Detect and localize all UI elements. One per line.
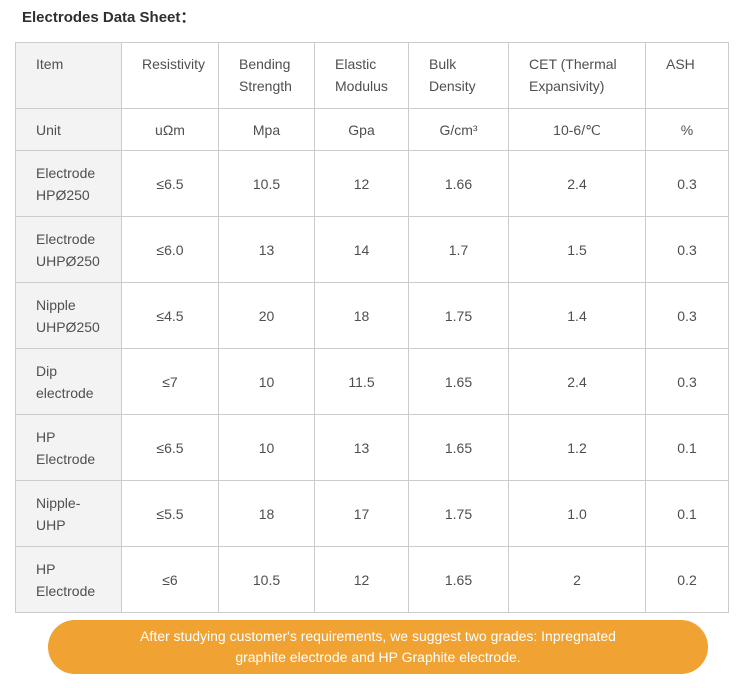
table-row-hp-electrode-2: HP Electrode ≤6 10.5 12 1.65 2 0.2 xyxy=(15,546,729,613)
table-cell: 1.66 xyxy=(408,150,509,217)
table-cell: 0.3 xyxy=(645,282,729,349)
table-cell: 13 xyxy=(314,414,409,481)
row-item-label: HP Electrode xyxy=(15,414,122,481)
table-cell: ≤6 xyxy=(121,546,219,613)
column-header-elastic-modulus: Elastic Modulus xyxy=(314,42,409,109)
electrodes-data-table: Item Resistivity Bending Strength Elasti… xyxy=(15,42,729,613)
table-cell: 10.5 xyxy=(218,150,315,217)
table-cell: ≤4.5 xyxy=(121,282,219,349)
page-title: Electrodes Data Sheet： xyxy=(22,9,196,26)
table-cell: 20 xyxy=(218,282,315,349)
table-cell: 10.5 xyxy=(218,546,315,613)
table-cell: 14 xyxy=(314,216,409,283)
table-cell: 12 xyxy=(314,150,409,217)
table-row-electrode-uhp250: Electrode UHPØ250 ≤6.0 13 14 1.7 1.5 0.3 xyxy=(15,216,729,283)
table-cell: 2 xyxy=(508,546,646,613)
table-cell: 18 xyxy=(314,282,409,349)
table-cell: % xyxy=(645,108,729,151)
column-header-bulk-density: Bulk Density xyxy=(408,42,509,109)
table-cell: 1.65 xyxy=(408,414,509,481)
table-cell: G/cm³ xyxy=(408,108,509,151)
unit-row-label: Unit xyxy=(15,108,122,151)
table-cell: 17 xyxy=(314,480,409,547)
suggestion-banner: After studying customer's requirements, … xyxy=(48,620,708,674)
table-cell: Gpa xyxy=(314,108,409,151)
row-item-label: Electrode HPØ250 xyxy=(15,150,122,217)
table-cell: ≤7 xyxy=(121,348,219,415)
column-header-ash: ASH xyxy=(645,42,729,109)
table-cell: 0.3 xyxy=(645,150,729,217)
column-header-item: Item xyxy=(15,42,122,109)
page: Electrodes Data Sheet： Item Resistivity … xyxy=(0,7,750,674)
table-cell: uΩm xyxy=(121,108,219,151)
table-cell: 0.3 xyxy=(645,216,729,283)
row-item-label: Nipple UHPØ250 xyxy=(15,282,122,349)
row-item-label: Nipple- UHP xyxy=(15,480,122,547)
table-cell: 0.1 xyxy=(645,480,729,547)
table-cell: 12 xyxy=(314,546,409,613)
column-header-resistivity: Resistivity xyxy=(121,42,219,109)
table-cell: 1.75 xyxy=(408,282,509,349)
table-cell: 1.7 xyxy=(408,216,509,283)
table-row-hp-electrode-1: HP Electrode ≤6.5 10 13 1.65 1.2 0.1 xyxy=(15,414,729,481)
table-row-electrode-hp250: Electrode HPØ250 ≤6.5 10.5 12 1.66 2.4 0… xyxy=(15,150,729,217)
row-item-label: Electrode UHPØ250 xyxy=(15,216,122,283)
table-cell: 18 xyxy=(218,480,315,547)
table-cell: 0.3 xyxy=(645,348,729,415)
table-cell: ≤5.5 xyxy=(121,480,219,547)
table-cell: 1.65 xyxy=(408,546,509,613)
table-cell: 2.4 xyxy=(508,348,646,415)
column-header-bending-strength: Bending Strength xyxy=(218,42,315,109)
table-cell: 1.2 xyxy=(508,414,646,481)
table-cell: 1.75 xyxy=(408,480,509,547)
unit-row: Unit uΩm Mpa Gpa G/cm³ 10-6/℃ % xyxy=(15,108,729,151)
table-cell: 10 xyxy=(218,348,315,415)
banner-text: After studying customer's requirements, … xyxy=(140,628,616,665)
column-header-cet: CET (Thermal Expansivity) xyxy=(508,42,646,109)
table-cell: 1.5 xyxy=(508,216,646,283)
table-cell: 1.4 xyxy=(508,282,646,349)
table-cell: ≤6.5 xyxy=(121,150,219,217)
table-cell: 0.2 xyxy=(645,546,729,613)
table-cell: 13 xyxy=(218,216,315,283)
table-cell: 10-6/℃ xyxy=(508,108,646,151)
table-cell: 1.65 xyxy=(408,348,509,415)
table-cell: 0.1 xyxy=(645,414,729,481)
header-row: Item Resistivity Bending Strength Elasti… xyxy=(15,42,729,109)
row-item-label: HP Electrode xyxy=(15,546,122,613)
table-cell: ≤6.0 xyxy=(121,216,219,283)
table-cell: ≤6.5 xyxy=(121,414,219,481)
table-cell: 11.5 xyxy=(314,348,409,415)
table-row-nipple-uhp: Nipple- UHP ≤5.5 18 17 1.75 1.0 0.1 xyxy=(15,480,729,547)
table-cell: 1.0 xyxy=(508,480,646,547)
table-cell: Mpa xyxy=(218,108,315,151)
table-cell: 10 xyxy=(218,414,315,481)
table-cell: 2.4 xyxy=(508,150,646,217)
table-row-nipple-uhp250: Nipple UHPØ250 ≤4.5 20 18 1.75 1.4 0.3 xyxy=(15,282,729,349)
table-row-dip-electrode: Dip electrode ≤7 10 11.5 1.65 2.4 0.3 xyxy=(15,348,729,415)
row-item-label: Dip electrode xyxy=(15,348,122,415)
